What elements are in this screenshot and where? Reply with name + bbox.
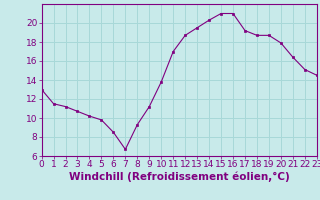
X-axis label: Windchill (Refroidissement éolien,°C): Windchill (Refroidissement éolien,°C) (69, 172, 290, 182)
